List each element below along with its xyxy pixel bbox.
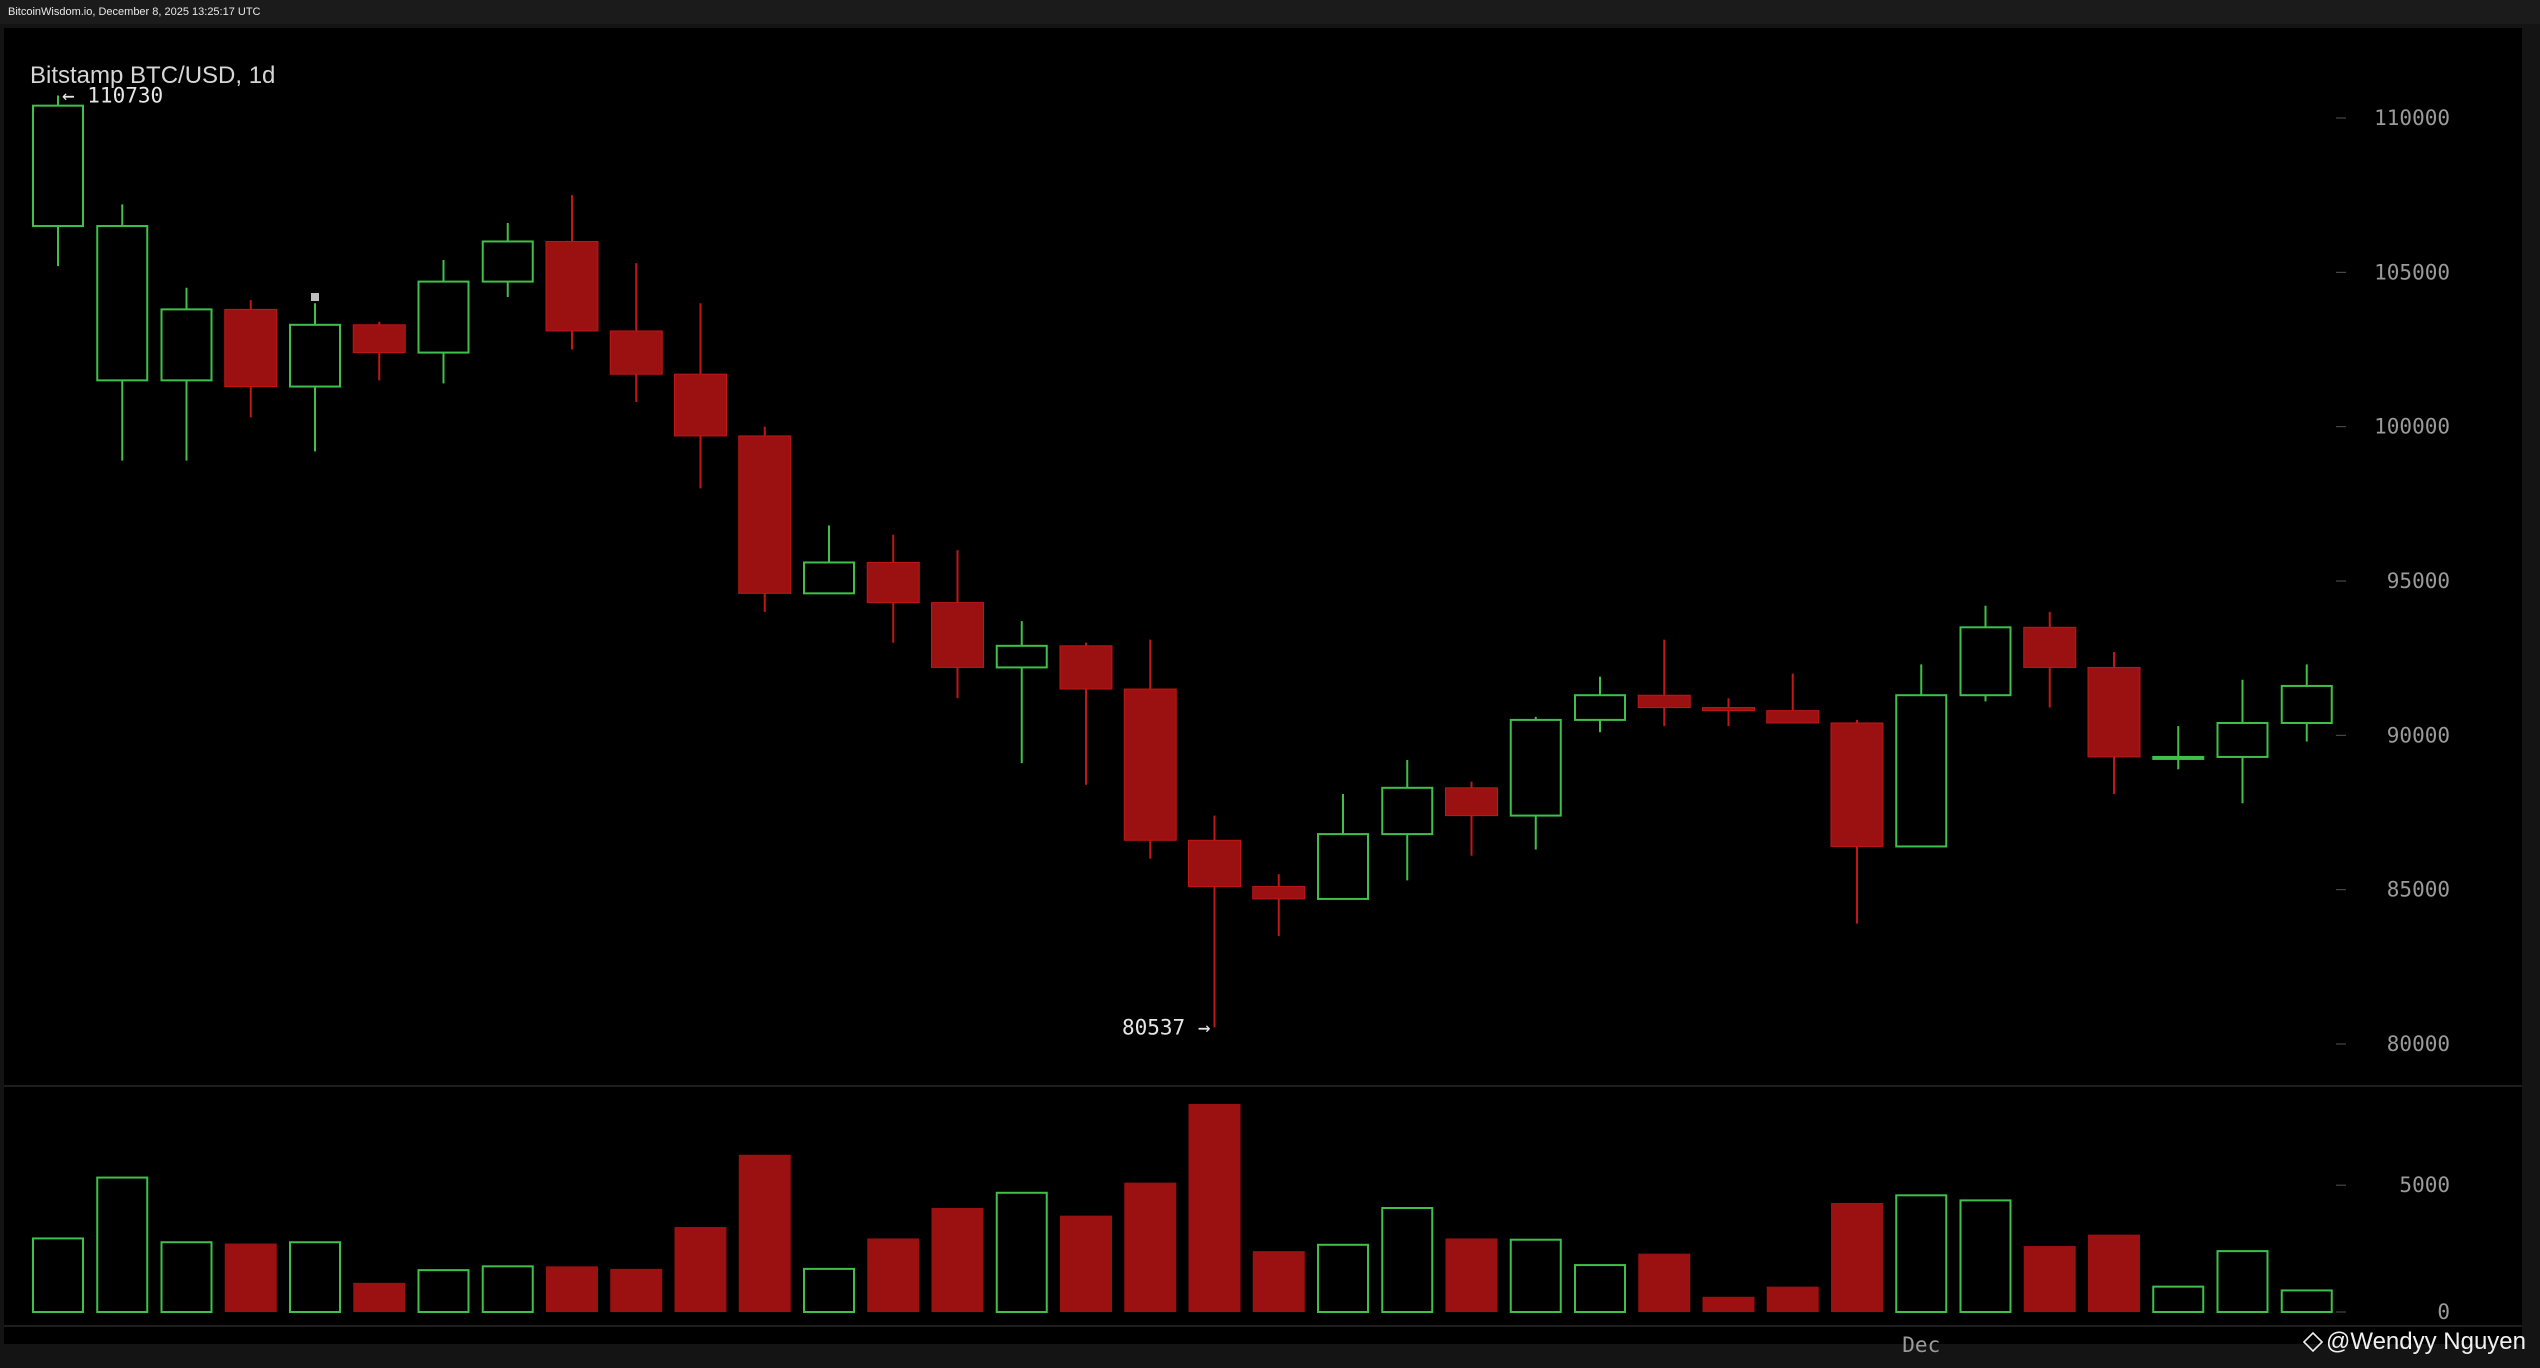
- volume-bar-up[interactable]: [1959, 1199, 2012, 1314]
- candle-body-up[interactable]: [995, 644, 1048, 669]
- candle-body-down[interactable]: [866, 561, 920, 604]
- candle-body-down[interactable]: [1637, 694, 1691, 709]
- volume-bar-up[interactable]: [289, 1241, 341, 1313]
- volume-bar-down[interactable]: [1702, 1296, 1755, 1312]
- volume-bar-down[interactable]: [931, 1208, 984, 1312]
- volume-bar-up[interactable]: [96, 1176, 149, 1314]
- candle-body-up[interactable]: [96, 225, 149, 382]
- price-tick-label: 90000: [2387, 723, 2450, 747]
- candle-body-down[interactable]: [1445, 787, 1498, 817]
- candle-body-down[interactable]: [1252, 886, 1306, 900]
- candle-body-down[interactable]: [224, 308, 278, 388]
- candle-body-up[interactable]: [289, 323, 341, 388]
- candle-body-down[interactable]: [352, 324, 406, 354]
- chart-svg[interactable]: 80000 85000 90000 95000 100000 105000 110000 0 5…: [0, 24, 2540, 1368]
- price-tick-label: 95000: [2387, 569, 2450, 593]
- chart-panel: 80000 85000 90000 95000 100000 105000 110000 0 5…: [0, 24, 2540, 1368]
- candle-body-down[interactable]: [931, 602, 984, 668]
- volume-bar-down[interactable]: [546, 1266, 598, 1312]
- volume-bar-down[interactable]: [353, 1282, 406, 1312]
- price-tick-label: 80000: [2387, 1032, 2450, 1056]
- watermark: @Wendyy Nguyen: [2302, 1328, 2526, 1356]
- price-tick-label: 85000: [2387, 878, 2450, 902]
- candle-body-up[interactable]: [2216, 721, 2269, 758]
- candle-body-up[interactable]: [160, 308, 213, 382]
- low-annotation: 80537 →: [1122, 1015, 1211, 1039]
- candle-body-down[interactable]: [1766, 710, 1820, 724]
- binance-diamond-icon: [2302, 1331, 2324, 1353]
- volume-bar-down[interactable]: [1638, 1253, 1691, 1312]
- candle-body-up[interactable]: [1509, 718, 1562, 817]
- volume-bar-up[interactable]: [995, 1191, 1048, 1314]
- volume-tick-label: 0: [2437, 1300, 2450, 1324]
- volume-bar-down[interactable]: [1188, 1104, 1241, 1312]
- volume-bar-up[interactable]: [481, 1265, 534, 1313]
- volume-bar-down[interactable]: [674, 1227, 727, 1312]
- candle-body-up[interactable]: [1959, 626, 2012, 697]
- candle-body-down[interactable]: [738, 435, 792, 594]
- price-marker-icon: [311, 293, 319, 302]
- candle-body-down[interactable]: [1123, 688, 1177, 841]
- volume-bar-up[interactable]: [1574, 1264, 1626, 1313]
- volume-bar-down[interactable]: [1831, 1202, 1883, 1312]
- candle-body-down[interactable]: [674, 373, 727, 437]
- candle-body-up[interactable]: [32, 104, 84, 228]
- volume-bar-up[interactable]: [417, 1269, 470, 1314]
- candle-body-up[interactable]: [481, 240, 534, 283]
- candle-body-down[interactable]: [1188, 839, 1241, 888]
- candle-body-up[interactable]: [2280, 684, 2333, 724]
- volume-bar-down[interactable]: [1766, 1286, 1819, 1312]
- candle-body-down[interactable]: [1702, 707, 1755, 712]
- volume-bar-down[interactable]: [1060, 1215, 1112, 1312]
- candle-body-up[interactable]: [803, 561, 855, 595]
- candle-body-down[interactable]: [1059, 645, 1113, 690]
- candle-body-down[interactable]: [1830, 722, 1884, 847]
- price-tick-label: 110000: [2374, 106, 2450, 130]
- candle-body-down[interactable]: [545, 240, 599, 332]
- volume-bar-down[interactable]: [2088, 1234, 2140, 1312]
- volume-bar-up[interactable]: [2280, 1289, 2333, 1313]
- site-header-bar: BitcoinWisdom.io, December 8, 2025 13:25…: [0, 0, 2540, 24]
- volume-bar-up[interactable]: [160, 1241, 213, 1313]
- time-axis-label: Dec: [1902, 1333, 1940, 1357]
- price-tick-label: 100000: [2374, 415, 2450, 439]
- volume-bar-down[interactable]: [1252, 1251, 1305, 1312]
- candle-body-down[interactable]: [2087, 666, 2141, 758]
- volume-bar-down[interactable]: [1124, 1182, 1177, 1312]
- volume-tick-label: 5000: [2399, 1173, 2450, 1197]
- volume-bar-down[interactable]: [224, 1243, 277, 1312]
- volume-bar-down[interactable]: [2023, 1246, 2076, 1312]
- header-text: BitcoinWisdom.io, December 8, 2025 13:25…: [8, 6, 261, 18]
- volume-bar-up[interactable]: [1381, 1207, 1434, 1313]
- volume-bar-up[interactable]: [1895, 1194, 1948, 1313]
- volume-bar-up[interactable]: [32, 1237, 84, 1313]
- volume-bar-up[interactable]: [2152, 1285, 2205, 1314]
- candle-body-up[interactable]: [1574, 694, 1626, 721]
- candle-body-up[interactable]: [2152, 755, 2205, 760]
- volume-bar-up[interactable]: [803, 1267, 855, 1314]
- candle-body-down[interactable]: [2023, 626, 2077, 668]
- candle-body-up[interactable]: [417, 280, 470, 354]
- volume-bar-down[interactable]: [1445, 1238, 1498, 1312]
- high-annotation: ← 110730: [62, 83, 163, 107]
- volume-bar-down[interactable]: [610, 1268, 663, 1312]
- price-tick-label: 105000: [2374, 260, 2450, 284]
- plot-background: [4, 28, 2522, 1344]
- volume-bar-up[interactable]: [1509, 1238, 1562, 1313]
- candle-body-up[interactable]: [1895, 694, 1948, 848]
- volume-bar-up[interactable]: [2216, 1250, 2269, 1313]
- volume-bar-down[interactable]: [867, 1238, 920, 1312]
- volume-bar-up[interactable]: [1317, 1243, 1369, 1314]
- candle-body-down[interactable]: [609, 330, 663, 375]
- chart-title: Bitstamp BTC/USD, 1d: [30, 62, 276, 89]
- candle-body-up[interactable]: [1317, 833, 1369, 900]
- watermark-handle: @Wendyy Nguyen: [2325, 1328, 2526, 1355]
- volume-bar-down[interactable]: [738, 1154, 791, 1312]
- candle-body-up[interactable]: [1381, 786, 1434, 836]
